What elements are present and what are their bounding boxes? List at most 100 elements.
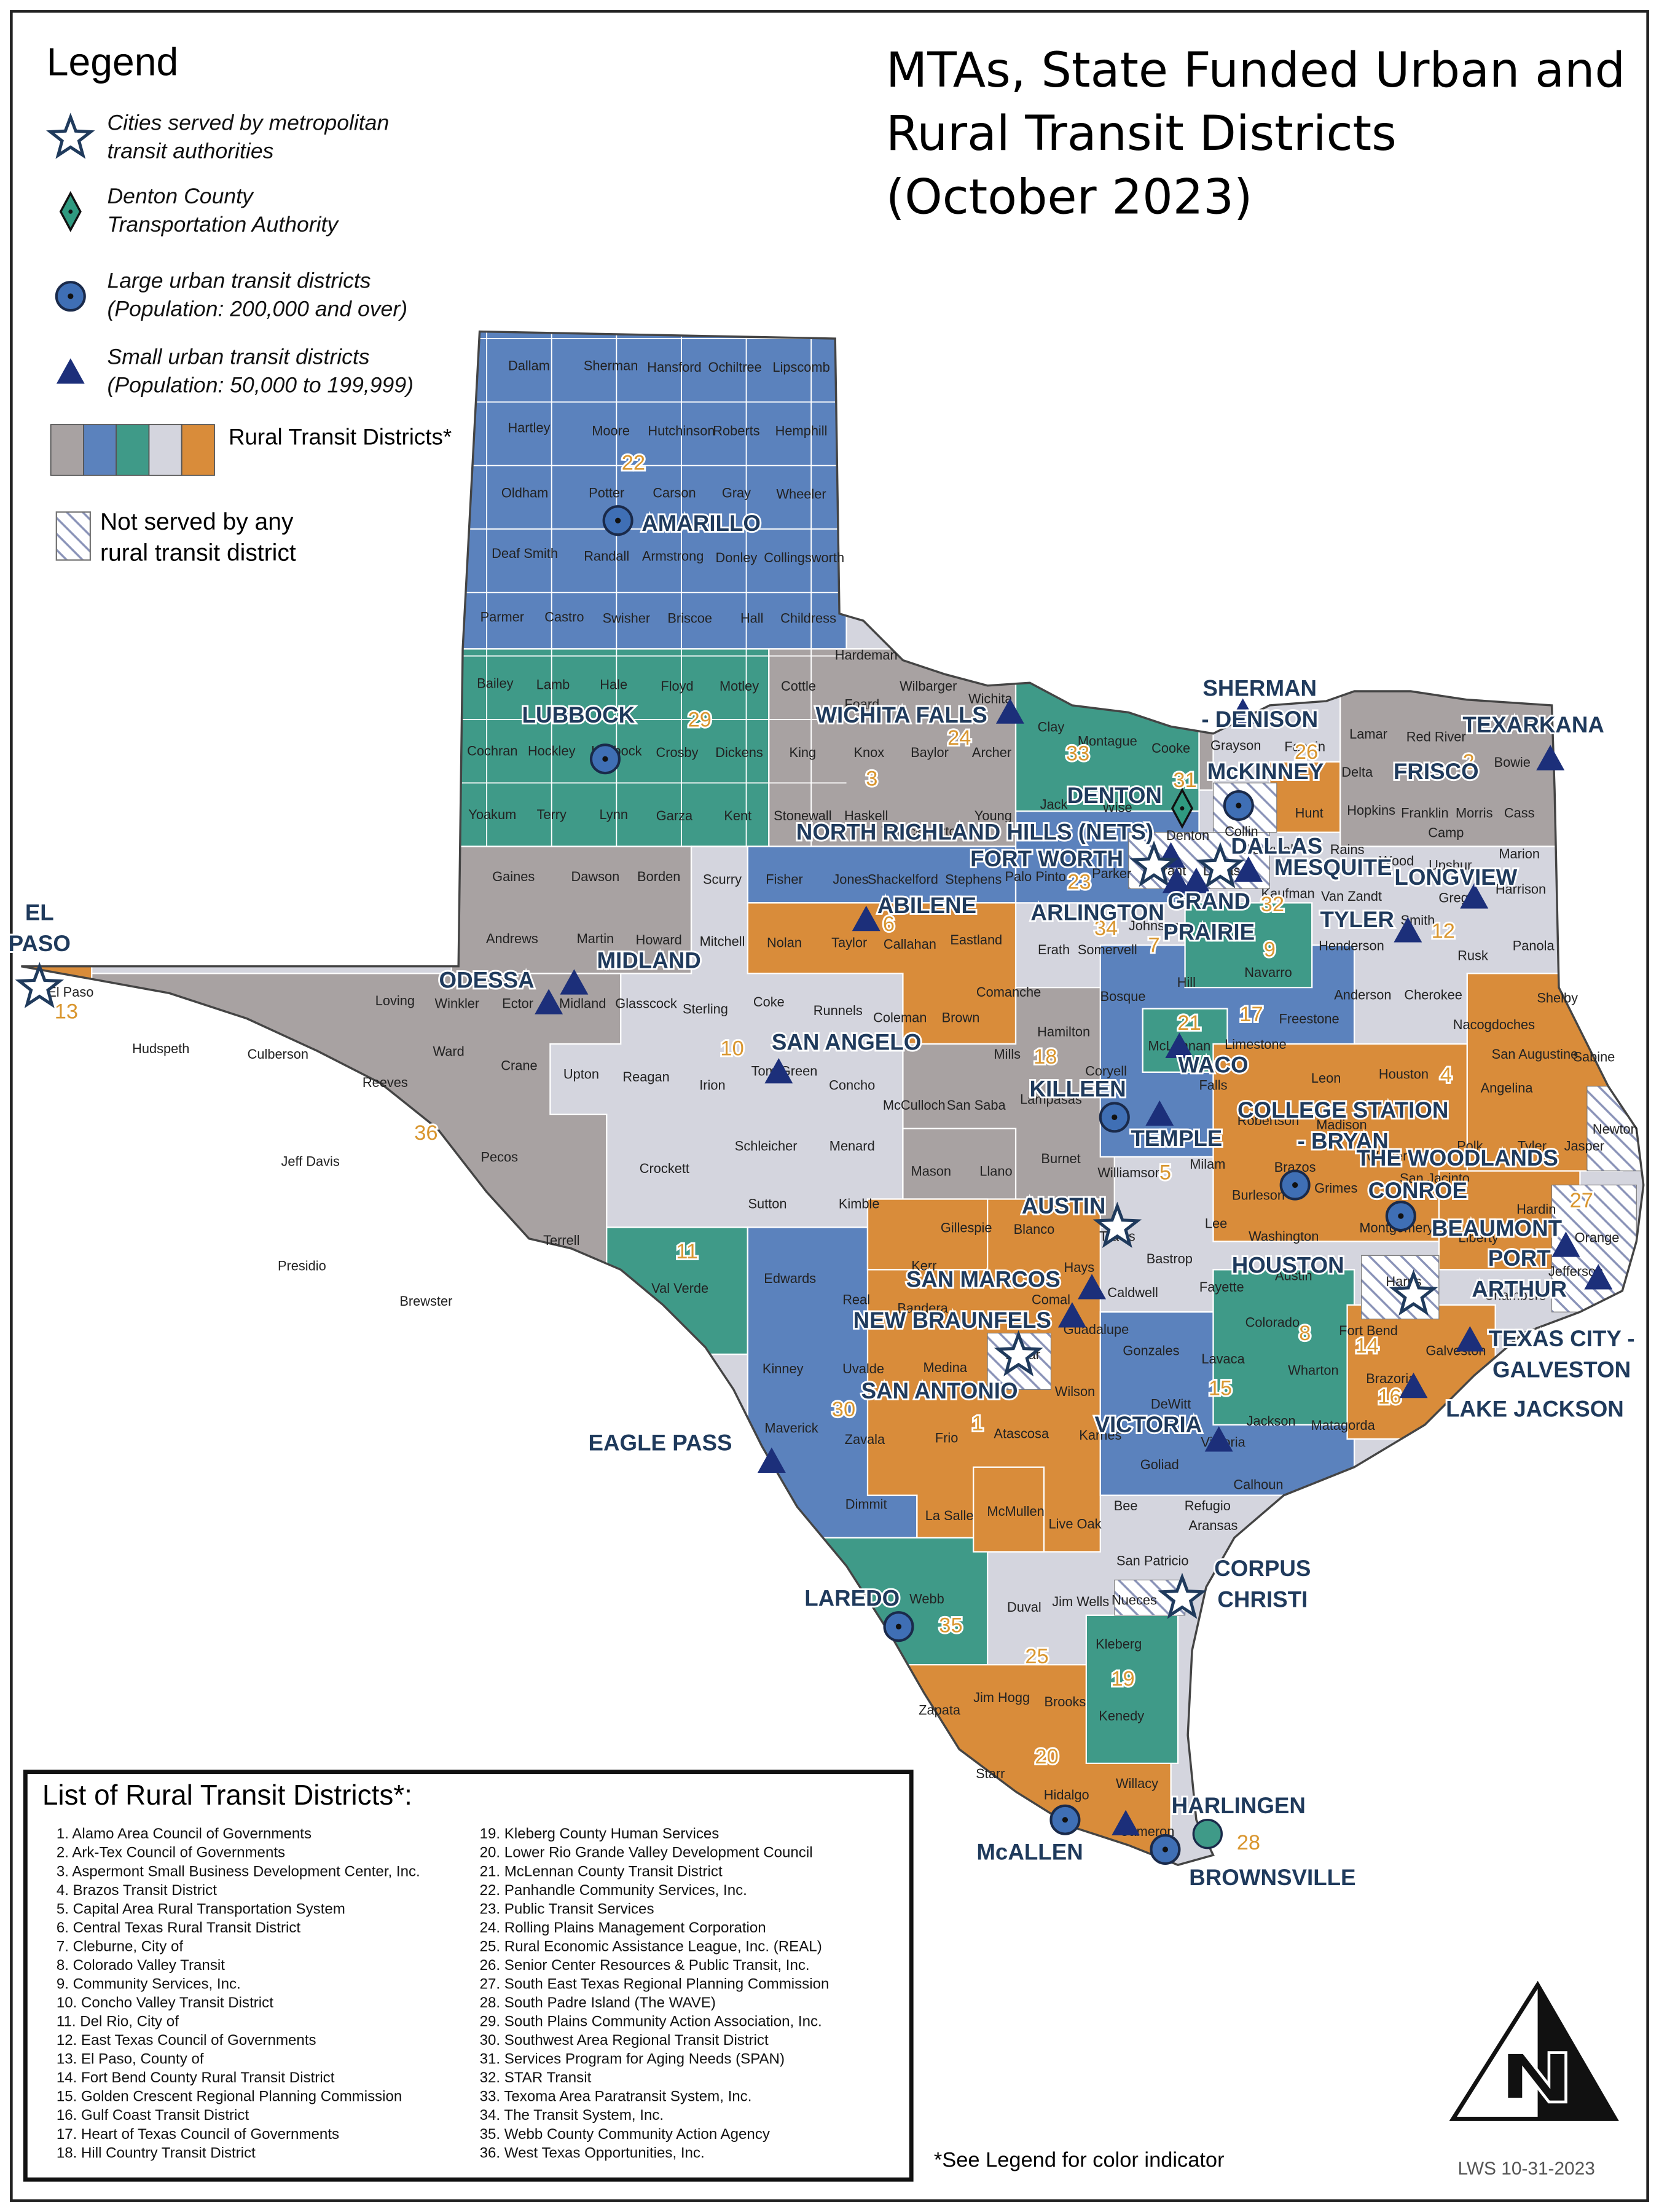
district-list-item: 20. Lower Rio Grande Valley Development …	[480, 1845, 813, 1861]
county-label: Gray	[722, 485, 751, 500]
county-label: Freestone	[1279, 1011, 1339, 1027]
city-label: SHERMAN	[1202, 675, 1317, 700]
county-label: Aransas	[1189, 1518, 1238, 1533]
legend-hatch	[55, 511, 92, 561]
county-label: Garza	[656, 808, 693, 823]
district-list-item: 28. South Padre Island (The WAVE)	[480, 1994, 716, 2011]
county-label: Glasscock	[615, 995, 677, 1011]
county-label: Angelina	[1481, 1080, 1534, 1096]
county-label: Crockett	[640, 1161, 689, 1176]
county-label: Burleson	[1232, 1188, 1285, 1203]
district-list-item: 18. Hill Country Transit District	[57, 2144, 256, 2161]
county-label: Refugio	[1185, 1498, 1231, 1513]
county-label: Dimmit	[845, 1497, 887, 1512]
county-label: Zapata	[919, 1703, 961, 1718]
county-label: Swisher	[603, 611, 651, 626]
county-label: Scurry	[703, 871, 742, 887]
county-label: Brown	[942, 1010, 980, 1025]
district-list-item: 25. Rural Economic Assistance League, In…	[480, 1938, 822, 1955]
district-number: 22	[622, 451, 645, 474]
county-label: Cass	[1504, 806, 1535, 821]
district-number: 36	[414, 1121, 437, 1145]
county-label: Collingsworth	[764, 550, 844, 565]
county-label: Culberson	[248, 1046, 308, 1062]
city-label: WICHITA FALLS	[815, 702, 987, 728]
county-label: Fayette	[1199, 1279, 1244, 1295]
county-label: Brewster	[399, 1293, 452, 1309]
county-label: Grayson	[1210, 737, 1261, 753]
city-label: BROWNSVILLE	[1189, 1865, 1355, 1890]
marker-dot	[602, 756, 608, 762]
county-label: Sutton	[748, 1196, 786, 1211]
mta-star	[1196, 842, 1245, 888]
county-label: Goliad	[1140, 1457, 1179, 1472]
county-label: Briscoe	[667, 611, 712, 626]
county-label: Gillespie	[941, 1220, 992, 1236]
district-number: 29	[688, 708, 712, 731]
marker-dot	[1398, 1213, 1404, 1219]
mta-star	[46, 112, 95, 159]
county-label: Stephens	[945, 871, 1002, 887]
city-label: VICTORIA	[1094, 1412, 1202, 1437]
county-label: Crane	[501, 1057, 537, 1073]
city-label: MESQUITE	[1274, 855, 1392, 880]
county-label: Lavaca	[1201, 1351, 1245, 1367]
district-number: 28	[1237, 1831, 1260, 1854]
county-label: Pecos	[480, 1150, 518, 1165]
county-label: Rusk	[1457, 947, 1488, 963]
county-label: Kleberg	[1096, 1636, 1142, 1652]
county-label: Rains	[1330, 842, 1365, 857]
legend-label: Not served by any	[100, 509, 294, 535]
county-label: Llano	[979, 1164, 1012, 1179]
district-list-item: 13. El Paso, County of	[57, 2051, 204, 2068]
county-label: King	[790, 745, 817, 760]
district-list-item: 12. East Texas Council of Governments	[57, 2032, 316, 2049]
district-number: 4	[1440, 1064, 1452, 1087]
county-label: Colorado	[1245, 1314, 1300, 1330]
city-label: EAGLE PASS	[589, 1430, 732, 1456]
county-label: Panola	[1513, 938, 1555, 953]
county-label: Maverick	[764, 1421, 818, 1436]
city-label: EL	[25, 900, 54, 925]
spi-marker	[1192, 1819, 1223, 1849]
county-label: Parmer	[480, 609, 524, 624]
county-label: Armstrong	[642, 549, 704, 564]
county-label: Matagorda	[1311, 1418, 1376, 1433]
city-label: LAREDO	[804, 1585, 900, 1610]
district-list-item: 9. Community Services, Inc.	[57, 1975, 241, 1992]
state-outline	[21, 330, 1645, 1867]
county-label: Nueces	[1112, 1593, 1157, 1608]
city-label: HOUSTON	[1232, 1252, 1344, 1277]
county-label: Bowie	[1494, 755, 1531, 770]
district-number: 14	[1355, 1335, 1379, 1358]
city-label: TEXAS CITY -	[1489, 1326, 1635, 1351]
county-label: Willacy	[1116, 1776, 1158, 1791]
county-label: Donley	[716, 550, 758, 565]
city-label: ARLINGTON	[1030, 900, 1164, 925]
small-urban-marker	[1165, 1032, 1194, 1058]
county-label: Red River	[1406, 729, 1466, 745]
district-number: 23	[1067, 870, 1091, 893]
district-list-item: 2. Ark-Tex Council of Governments	[57, 1845, 285, 1861]
city-label: KILLEEN	[1030, 1076, 1126, 1101]
county-label: Val Verde	[651, 1281, 708, 1296]
county-label: La Salle	[925, 1508, 974, 1523]
county-label: Hopkins	[1347, 802, 1395, 818]
county-label: Dallam	[508, 358, 550, 374]
city-label: COLLEGE STATION	[1237, 1097, 1448, 1123]
district-list-item: 8. Colorado Valley Transit	[57, 1957, 225, 1974]
county-label: Upshur	[1429, 857, 1472, 873]
title: Rural Transit Districts	[886, 106, 1397, 162]
county-label: Fisher	[766, 871, 803, 887]
county-label: Coleman	[873, 1010, 927, 1025]
small-urban-marker	[1228, 698, 1257, 724]
county-label: Hays	[1064, 1260, 1095, 1275]
city-label: DALLAS	[1231, 834, 1322, 859]
county-label: Lipscomb	[772, 359, 830, 375]
city-label: CONROE	[1368, 1178, 1467, 1203]
county-label: Grimes	[1314, 1180, 1357, 1196]
county-label: Upton	[563, 1066, 599, 1081]
legend-label: Rural Transit Districts*	[229, 425, 452, 450]
county-label: Motley	[720, 678, 759, 694]
county-label: Haskell	[844, 808, 888, 823]
